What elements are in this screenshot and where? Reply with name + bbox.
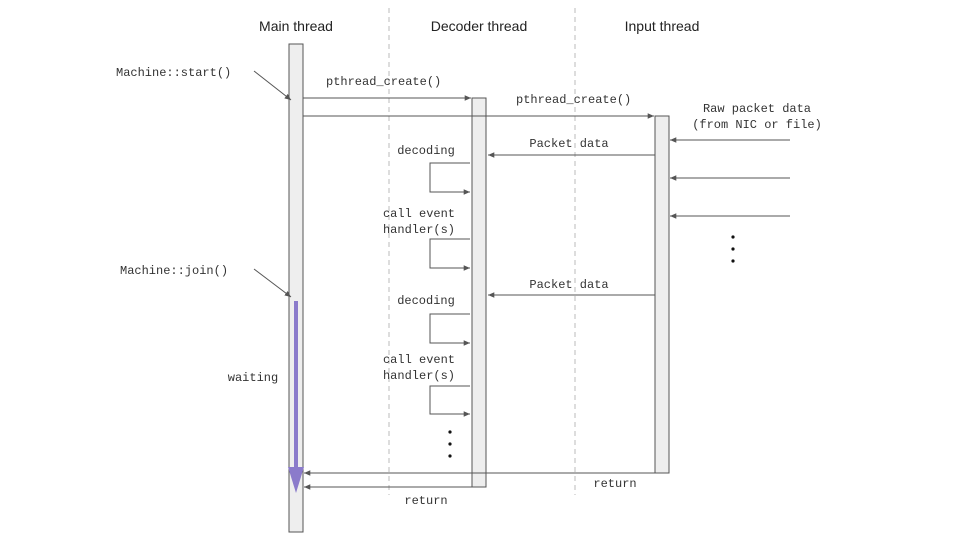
main-thread-activation: [288, 43, 304, 533]
header-decoder-thread: Decoder thread: [431, 18, 528, 34]
call-event-label-1-line1: call event: [383, 207, 455, 221]
call-event-self-arrow-1: [429, 238, 470, 271]
packet-data-label-1: Packet data: [529, 137, 608, 151]
decoder-ellipsis-dot: [448, 442, 452, 446]
call-event-label-1-line2: handler(s): [383, 223, 455, 237]
decoding-self-arrow-2: [429, 313, 470, 346]
return-decoder-label: return: [404, 494, 447, 508]
raw-packet-ellipsis-dot: [731, 259, 735, 263]
decoding-label-1: decoding: [397, 144, 455, 158]
pthread-create-decoder-label: pthread_create(): [326, 75, 441, 89]
machine-start-label: Machine::start(): [116, 66, 231, 80]
raw-packet-ellipsis-dot: [731, 235, 735, 239]
raw-packet-label-line1: Raw packet data: [703, 102, 811, 116]
packet-data-label-2: Packet data: [529, 278, 608, 292]
decoder-ellipsis-dot: [448, 454, 452, 458]
header-input-thread: Input thread: [625, 18, 700, 34]
pthread-create-input-label: pthread_create(): [516, 93, 631, 107]
header-main-thread: Main thread: [259, 18, 333, 34]
call-event-label-2-line2: handler(s): [383, 369, 455, 383]
input-thread-activation: [654, 115, 670, 474]
decoding-label-2: decoding: [397, 294, 455, 308]
raw-packet-ellipsis-dot: [731, 247, 735, 251]
machine-start-arrow: [253, 70, 292, 101]
return-input-label: return: [593, 477, 636, 491]
decoder-thread-activation: [471, 97, 487, 488]
call-event-self-arrow-2: [429, 385, 470, 417]
waiting-arrow-head: [288, 467, 304, 493]
waiting-label: waiting: [228, 371, 278, 385]
machine-join-arrow: [253, 268, 292, 298]
raw-packet-label-line2: (from NIC or file): [692, 118, 822, 132]
call-event-label-2-line1: call event: [383, 353, 455, 367]
decoding-self-arrow-1: [429, 162, 470, 195]
machine-join-label: Machine::join(): [120, 264, 228, 278]
decoder-ellipsis-dot: [448, 430, 452, 434]
